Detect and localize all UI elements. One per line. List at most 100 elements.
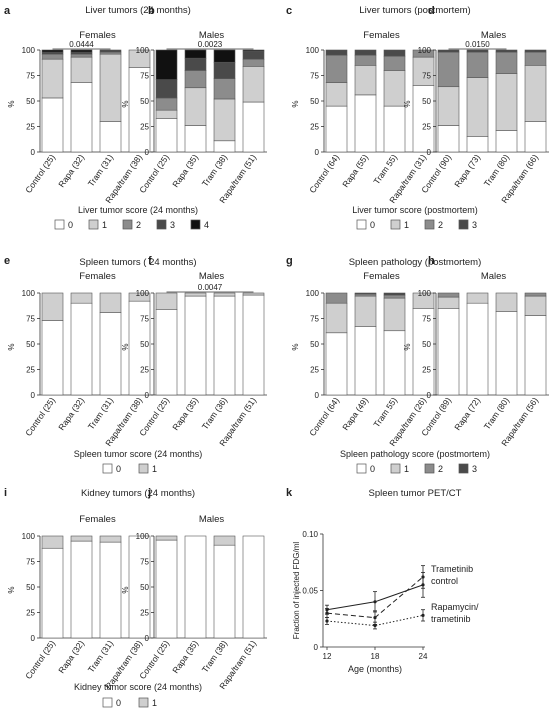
legend-label: 0 — [116, 464, 121, 474]
chart-a: Females 0 25 50 75 100% Control (25) Rapa (32) T… — [7, 30, 153, 205]
bar-segment — [242, 294, 265, 396]
panel-letter-j: j — [147, 487, 151, 499]
bar-segment — [437, 125, 460, 153]
chart-g: Females 0 25 50 75 100% Control (64) Rapa (49) T… — [291, 271, 437, 448]
bar-segment — [524, 292, 547, 297]
data-point — [421, 613, 425, 617]
category-label: Rapa (35) — [170, 152, 200, 189]
group-title-spleen-24: Spleen tumors ( 24 months) — [79, 257, 196, 268]
panel-letter-a: a — [4, 5, 11, 17]
bar-segment — [437, 296, 460, 309]
bar-segment — [383, 292, 406, 296]
bar-segment — [325, 302, 348, 334]
y-axis-label: % — [7, 100, 16, 107]
chart-e: Females 0 25 50 75 100% Control (25) Rapa (32) T… — [7, 271, 153, 448]
category-label: Rapa (32) — [56, 395, 86, 432]
bar-segment — [70, 535, 93, 542]
y-axis-label: % — [121, 343, 130, 350]
y-tick-label: 25 — [310, 123, 319, 132]
bar-segment — [99, 49, 122, 53]
bar-segment — [524, 295, 547, 316]
legend-kidney-24: Kidney tumor score (24 months) 0 1 — [74, 682, 202, 708]
panel-letter-b: b — [148, 5, 155, 17]
data-point — [421, 583, 425, 587]
category-label: Tram (80) — [482, 395, 512, 431]
legend-title: Liver tumor score (postmortem) — [352, 205, 478, 215]
bar-segment — [495, 51, 518, 74]
bar-segment — [99, 535, 122, 543]
legend-swatch — [102, 463, 113, 474]
legend-label: 1 — [152, 698, 157, 708]
legend-label: 1 — [404, 220, 409, 230]
y-tick-label: 50 — [140, 583, 149, 592]
y-tick-label: 25 — [140, 123, 149, 132]
y-tick-label: 0 — [315, 148, 320, 157]
bar-segment — [70, 292, 93, 304]
y-axis-label: % — [403, 100, 412, 107]
series-label: Rapamycin/ — [431, 602, 479, 612]
legend-swatch — [54, 219, 65, 230]
x-tick-label: 24 — [419, 652, 428, 661]
y-tick-label: 50 — [140, 340, 149, 349]
bar-segment — [383, 330, 406, 396]
category-label: Tram (38) — [200, 638, 230, 674]
bar-segment — [155, 292, 178, 310]
bar-segment — [383, 49, 406, 57]
y-tick-label: 75 — [310, 315, 319, 324]
bar-segment — [99, 53, 122, 122]
legend-swatch — [356, 463, 367, 474]
y-tick-label: 25 — [422, 123, 431, 132]
bar-segment — [495, 130, 518, 153]
y-tick-label: 25 — [310, 366, 319, 375]
x-tick-label: 12 — [323, 652, 332, 661]
panel-letter-f: f — [148, 255, 152, 267]
bar-segment — [213, 61, 236, 79]
bar-segment — [466, 302, 489, 396]
bar-segment — [128, 49, 151, 68]
bar-segment — [383, 297, 406, 332]
bar-segment — [41, 320, 64, 396]
bar-segment — [242, 66, 265, 103]
y-axis-label: % — [121, 586, 130, 593]
bar-segment — [354, 326, 377, 396]
y-tick-label: 50 — [422, 340, 431, 349]
chart-title: Males — [199, 514, 225, 525]
panel-letter-k: k — [286, 487, 293, 499]
bar-segment — [155, 79, 178, 99]
legend-label: 1 — [102, 220, 107, 230]
bar-segment — [184, 295, 207, 396]
y-tick-label: 100 — [418, 46, 432, 55]
legend-spleen-pm: Spleen pathology score (postmortem) 0 1 2 3 — [340, 449, 490, 474]
data-point — [325, 619, 329, 623]
bar-segment — [213, 544, 236, 639]
legend-title: Liver tumor score (24 months) — [78, 205, 198, 215]
bar-segment — [155, 49, 178, 80]
y-tick-label: 25 — [26, 123, 35, 132]
category-label: Control (25) — [23, 395, 57, 438]
legend-label: 2 — [438, 220, 443, 230]
y-axis-label: % — [403, 343, 412, 350]
group-title-spleen-pm: Spleen pathology (postmortem) — [349, 257, 482, 268]
bar-segment — [412, 49, 435, 58]
bar-segment — [495, 292, 518, 312]
bar-segment — [325, 49, 348, 56]
y-axis-label: % — [7, 343, 16, 350]
legend-swatch — [424, 219, 435, 230]
legend-swatch — [138, 463, 149, 474]
legend-swatch — [138, 697, 149, 708]
legend-swatch — [122, 219, 133, 230]
bar-segment — [242, 49, 265, 52]
chart-title: Males — [481, 30, 507, 41]
category-label: Tram (31) — [86, 638, 116, 674]
y-tick-label: 75 — [422, 72, 431, 81]
y-tick-label: 25 — [26, 366, 35, 375]
legend-label: 0 — [116, 698, 121, 708]
bar-segment — [354, 292, 377, 295]
chart-k: 0 0.05 0.10 12 18 24 Age (months) Fraction of i… — [292, 530, 479, 674]
legend-label: 3 — [472, 220, 477, 230]
data-point — [373, 623, 377, 628]
p-value-label: 0.0023 — [198, 40, 223, 49]
bar-segment — [41, 547, 64, 639]
legend-swatch — [102, 697, 113, 708]
bar-segment — [213, 78, 236, 100]
